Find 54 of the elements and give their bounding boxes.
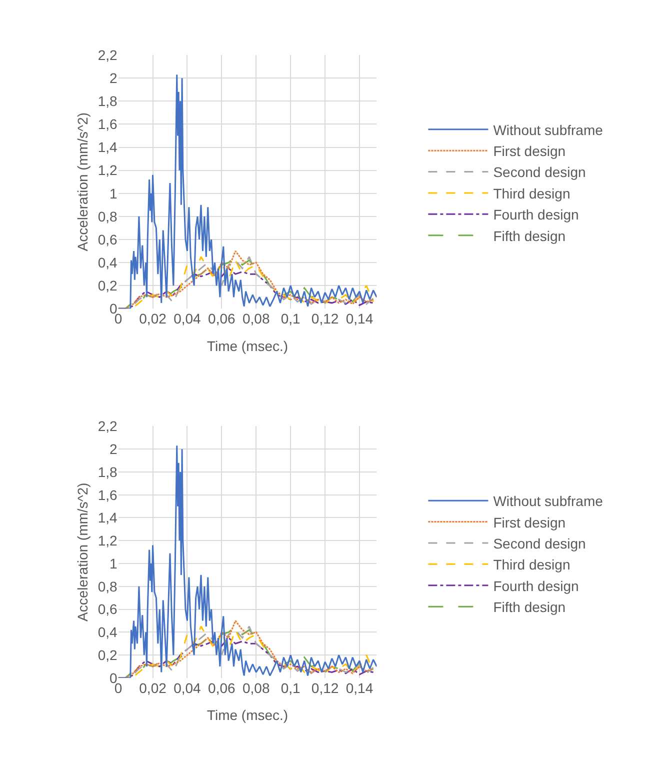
x-tick-label: 0,06 [208,310,236,327]
y-tick-label: 0,4 [98,624,118,640]
x-tick-label: 0,12 [311,310,339,327]
y-tick-label: 0,6 [98,601,118,618]
legend-label: Second design [493,535,586,552]
x-tick-label: 0,06 [208,680,236,696]
legend-label: Fifth design [493,228,566,244]
y-tick-label: 0,2 [98,278,118,294]
x-tick-label: 0,14 [346,680,374,696]
legend-label: Fourth design [493,578,579,594]
x-tick-label: 0,1 [280,310,301,327]
x-tick-label: 0,12 [311,680,339,696]
x-tick-label: 0,04 [174,310,202,327]
y-tick-label: 0,6 [98,231,118,248]
y-tick-label: 1,6 [98,486,118,503]
line-series [118,444,377,678]
y-tick-label: 1,4 [98,510,118,526]
y-tick-label: 1,6 [98,116,118,132]
line-series [118,74,377,309]
y-tick-label: 1 [110,555,118,572]
y-axis-title: Acceleration (mm/s^2) [74,482,90,622]
y-axis-title: Acceleration (mm/s^2) [74,112,90,252]
legend-label: Third design [493,185,570,202]
y-tick-label: 0,2 [98,646,118,663]
y-tick-label: 1,4 [98,139,118,156]
legend-label: Second design [493,164,586,180]
x-tick-label: 0,08 [242,310,270,327]
y-tick-label: 1 [110,185,118,202]
x-tick-label: 0,04 [174,680,202,696]
y-tick-label: 2 [110,70,118,86]
x-tick-label: 0,02 [139,310,167,327]
x-axis-title: Time (msec.) [206,707,288,724]
legend-label: Fourth design [493,206,579,223]
legend-label: Third design [493,556,570,573]
y-tick-label: 0,8 [98,578,118,594]
legend-label: Without subframe [493,493,604,510]
y-tick-label: 1,8 [98,93,118,110]
y-tick-label: 2,2 [98,418,118,434]
x-tick-label: 0,08 [242,680,270,696]
x-axis-title: Time (msec.) [206,338,288,354]
legend-label: First design [493,143,566,160]
x-tick-label: 0,1 [280,680,301,696]
y-tick-label: 0,4 [98,254,118,270]
legend-label: First design [493,514,566,530]
y-tick-label: 2 [110,441,118,457]
legend-label: Without subframe [493,122,604,138]
y-tick-label: 1,2 [98,162,118,178]
y-tick-label: 1,8 [98,464,118,480]
y-tick-label: 0,8 [98,208,118,224]
x-tick-label: 0,02 [139,680,167,696]
x-tick-label: 0,14 [346,310,374,327]
legend-label: Fifth design [493,599,566,616]
y-tick-label: 2,2 [98,46,118,63]
y-tick-label: 1,2 [98,532,118,549]
